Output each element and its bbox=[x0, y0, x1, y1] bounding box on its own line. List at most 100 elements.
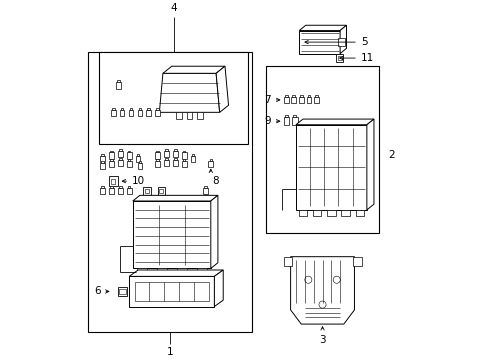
Polygon shape bbox=[214, 270, 223, 306]
Polygon shape bbox=[134, 282, 208, 301]
Bar bbox=[176, 112, 182, 119]
Bar bbox=[355, 210, 363, 216]
Bar bbox=[312, 210, 321, 216]
Bar bbox=[204, 186, 206, 188]
Bar bbox=[295, 125, 366, 210]
Bar bbox=[99, 52, 247, 144]
Bar bbox=[283, 117, 288, 125]
Polygon shape bbox=[295, 119, 373, 125]
Bar bbox=[156, 108, 159, 110]
Bar bbox=[127, 188, 131, 194]
Bar bbox=[299, 31, 339, 54]
Bar bbox=[117, 80, 120, 82]
Bar bbox=[100, 188, 105, 194]
Bar bbox=[128, 150, 130, 152]
Bar bbox=[101, 186, 103, 188]
Bar bbox=[109, 188, 114, 194]
Bar bbox=[116, 82, 121, 89]
Bar bbox=[285, 95, 287, 97]
Bar bbox=[109, 152, 114, 159]
Bar bbox=[203, 188, 207, 194]
Bar bbox=[110, 150, 113, 152]
Bar bbox=[182, 152, 186, 159]
Bar bbox=[133, 201, 210, 269]
Polygon shape bbox=[129, 270, 223, 276]
Bar bbox=[127, 152, 131, 159]
Bar bbox=[119, 149, 122, 151]
Bar bbox=[119, 289, 125, 294]
Polygon shape bbox=[163, 66, 224, 73]
Bar bbox=[191, 154, 194, 156]
Bar bbox=[156, 159, 159, 161]
Text: 3: 3 bbox=[319, 335, 325, 345]
Bar bbox=[138, 108, 141, 110]
Bar bbox=[283, 257, 292, 266]
Bar bbox=[284, 115, 287, 117]
Polygon shape bbox=[299, 25, 346, 31]
Bar bbox=[118, 151, 122, 157]
Bar bbox=[183, 150, 185, 152]
Bar bbox=[209, 159, 212, 161]
Bar bbox=[137, 154, 139, 156]
Bar bbox=[155, 152, 160, 159]
Text: 5: 5 bbox=[360, 37, 366, 47]
Bar bbox=[190, 156, 195, 162]
Bar bbox=[119, 158, 122, 159]
Bar bbox=[159, 189, 163, 193]
Polygon shape bbox=[133, 195, 218, 201]
Bar bbox=[156, 150, 159, 152]
Polygon shape bbox=[210, 195, 218, 269]
Bar bbox=[120, 110, 124, 116]
Bar bbox=[112, 108, 114, 110]
Polygon shape bbox=[339, 25, 346, 54]
Polygon shape bbox=[366, 119, 373, 210]
Bar bbox=[128, 110, 133, 116]
Bar bbox=[265, 66, 379, 233]
Text: 4: 4 bbox=[170, 3, 177, 13]
Text: 8: 8 bbox=[211, 176, 218, 186]
Bar bbox=[101, 154, 103, 156]
Bar bbox=[121, 108, 123, 110]
Bar bbox=[110, 159, 113, 161]
Bar bbox=[326, 210, 335, 216]
Bar bbox=[118, 159, 122, 166]
Bar bbox=[341, 210, 349, 216]
Bar bbox=[173, 159, 177, 166]
Bar bbox=[338, 38, 344, 46]
Bar bbox=[129, 108, 132, 110]
Bar bbox=[298, 210, 306, 216]
Bar bbox=[155, 161, 160, 167]
Text: 11: 11 bbox=[360, 53, 373, 63]
Text: 1: 1 bbox=[166, 347, 173, 357]
Bar bbox=[155, 110, 160, 116]
Bar bbox=[197, 112, 203, 119]
Text: 9: 9 bbox=[264, 116, 270, 126]
Bar bbox=[138, 161, 141, 163]
Bar bbox=[137, 163, 142, 170]
Bar bbox=[293, 115, 296, 117]
Polygon shape bbox=[290, 257, 354, 324]
Bar bbox=[145, 189, 148, 193]
Bar bbox=[177, 269, 186, 275]
Bar bbox=[290, 97, 295, 103]
Text: 7: 7 bbox=[264, 95, 270, 105]
Bar bbox=[157, 269, 166, 275]
Bar bbox=[128, 159, 130, 161]
Bar bbox=[143, 187, 150, 195]
Bar bbox=[88, 52, 251, 332]
Bar bbox=[165, 149, 167, 151]
Bar bbox=[165, 158, 167, 159]
Bar bbox=[109, 176, 118, 186]
Bar bbox=[315, 95, 317, 97]
Bar bbox=[136, 156, 140, 162]
Text: 2: 2 bbox=[387, 150, 394, 160]
Polygon shape bbox=[159, 73, 219, 112]
Bar bbox=[173, 151, 177, 157]
Bar bbox=[182, 161, 186, 167]
Bar bbox=[164, 151, 168, 157]
Bar bbox=[284, 97, 288, 103]
Bar bbox=[208, 161, 213, 167]
Text: 10: 10 bbox=[131, 176, 144, 186]
Bar bbox=[174, 149, 176, 151]
Bar bbox=[111, 110, 115, 116]
